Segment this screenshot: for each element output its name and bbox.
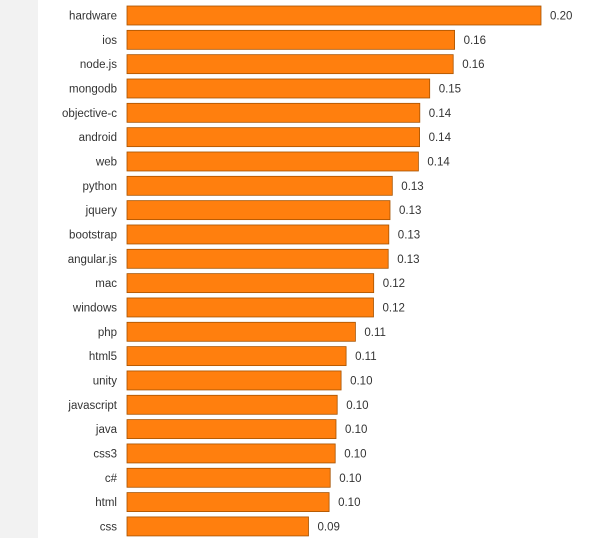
value-label: 0.10 [346,400,368,412]
value-label: 0.20 [550,11,572,23]
value-label: 0.15 [439,83,461,95]
bar [126,419,337,440]
bar [126,127,421,148]
category-label: html5 [89,351,117,363]
bar [126,443,336,464]
bar [126,151,419,172]
bar [126,54,454,75]
category-label: ios [102,35,117,47]
category-label: windows [72,302,117,314]
value-label: 0.14 [429,132,452,144]
bar [126,370,342,391]
bar [126,492,330,513]
value-label: 0.13 [398,229,420,241]
category-label: html [95,497,117,509]
category-label: jquery [85,205,118,217]
bar [126,321,356,342]
value-label: 0.16 [462,59,484,71]
value-label: 0.16 [464,35,486,47]
category-label: bootstrap [69,229,117,241]
value-label: 0.13 [401,181,423,193]
value-label: 0.10 [339,473,361,485]
category-label: c# [105,473,118,485]
category-label: angular.js [68,254,117,266]
category-label: php [98,327,117,339]
value-label: 0.11 [364,327,386,339]
value-label: 0.12 [383,278,405,290]
category-label: css3 [93,448,117,460]
value-label: 0.10 [350,375,372,387]
value-label: 0.14 [427,156,450,168]
value-label: 0.13 [399,205,421,217]
category-label: node.js [80,59,117,71]
bar [126,394,338,415]
value-label: 0.13 [397,254,419,266]
bar [126,224,390,245]
bar [126,346,347,367]
category-label: android [79,132,117,144]
category-label: python [82,181,117,193]
bar [126,467,331,488]
category-label: mongodb [69,83,117,95]
category-label: java [95,424,118,436]
value-label: 0.09 [318,521,340,533]
category-label: mac [95,278,117,290]
value-label: 0.11 [355,351,377,363]
value-label: 0.10 [345,424,367,436]
bar [126,175,393,196]
bar [126,273,375,294]
category-label: javascript [67,400,117,412]
category-label: objective-c [62,108,117,120]
value-label: 0.10 [338,497,360,509]
bar [126,200,391,221]
bar [126,5,542,26]
value-label: 0.10 [344,448,366,460]
category-label: web [95,156,117,168]
bar [126,102,421,123]
value-label: 0.14 [429,108,452,120]
bar [126,78,431,99]
chart-panel: hardware 0.20 ios 0.16 node.js 0.16 mongodb 0.1… [38,0,598,538]
value-label: 0.12 [383,302,405,314]
category-label: hardware [69,11,117,23]
bar [126,516,309,537]
bar [126,29,456,50]
category-label: unity [93,375,118,387]
bar [126,248,389,269]
category-label: css [100,521,118,533]
bar-chart: hardware 0.20 ios 0.16 node.js 0.16 mongodb 0.1… [62,5,572,537]
bar [126,297,374,318]
